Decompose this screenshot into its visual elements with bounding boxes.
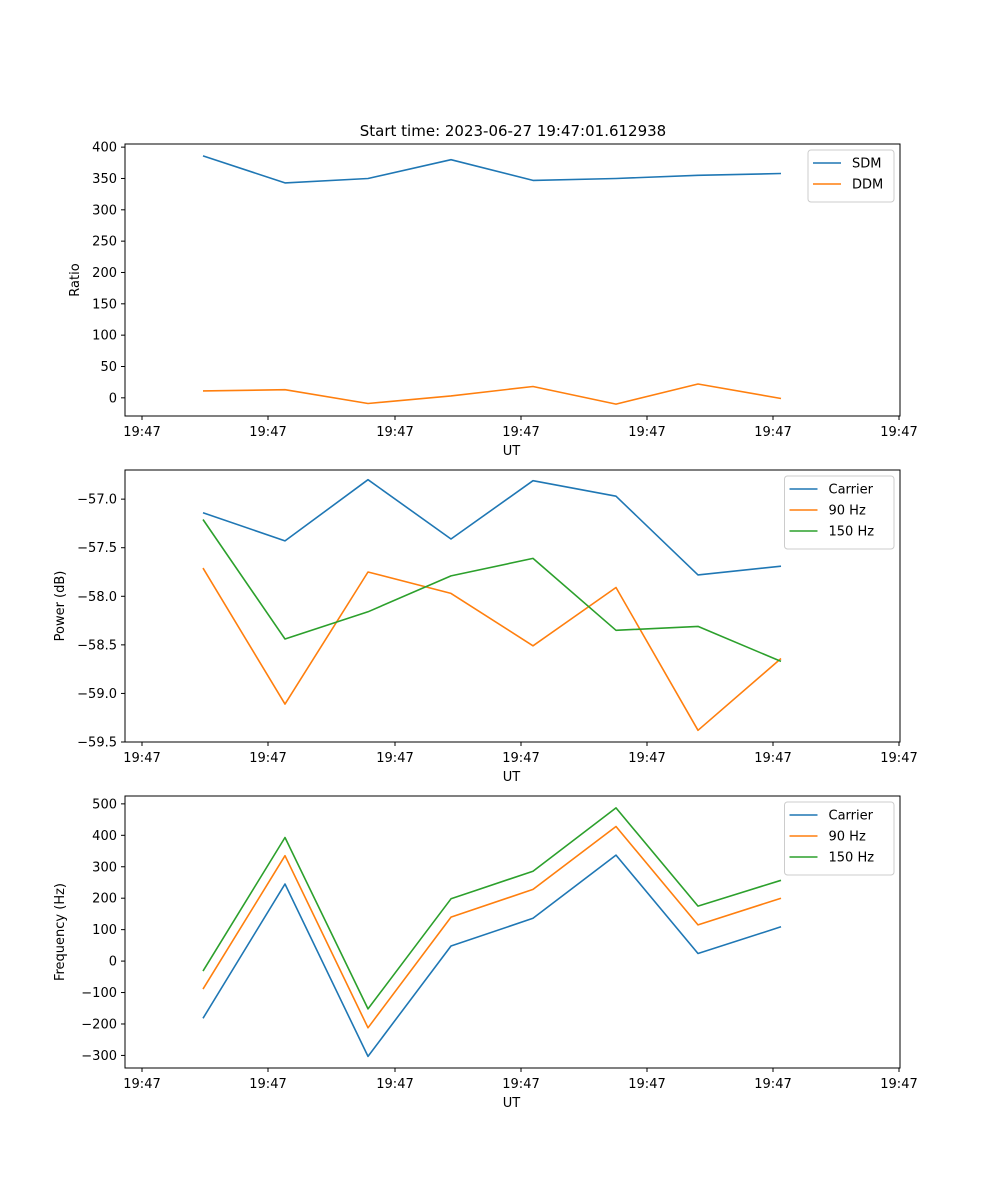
y-axis-label: Power (dB)	[53, 571, 68, 642]
y-tick-label: 350	[92, 172, 117, 187]
axes-frame	[124, 143, 901, 417]
y-tick-label: 150	[92, 297, 117, 312]
y-tick-label: 200	[92, 892, 117, 907]
y-tick-label: 250	[92, 235, 117, 250]
x-axis-label: UT	[503, 444, 521, 459]
y-tick-label: −59.5	[77, 736, 117, 751]
chart-panel-2: 19:47 19:47 19:47 19:47 19:47 19:47 19:47 −59.5…	[53, 469, 918, 785]
legend: Carrier 90 Hz 150 Hz	[784, 801, 895, 876]
series-line-3-3	[202, 807, 782, 1010]
x-tick-label: 19:47	[754, 425, 791, 440]
series-line-3-2	[202, 825, 782, 1029]
x-tick-label: 19:47	[628, 425, 665, 440]
y-tick-label: −300	[81, 1049, 117, 1064]
x-tick-label: 19:47	[502, 751, 539, 766]
x-tick-label: 19:47	[123, 425, 160, 440]
series-line-1-1	[202, 155, 782, 184]
y-tick-label: 400	[92, 141, 117, 156]
x-tick-label: 19:47	[628, 751, 665, 766]
charts: 19:47 19:47 19:47 19:47 19:47 19:47 19:47 0 50 10…	[53, 141, 918, 1111]
x-tick-label: 19:47	[376, 751, 413, 766]
legend-label: SDM	[852, 157, 881, 172]
x-tick-label: 19:47	[754, 1077, 791, 1092]
y-tick-label: 0	[109, 955, 117, 970]
axes-frame	[124, 795, 901, 1069]
y-axis-label: Ratio	[68, 263, 83, 296]
chart-panel-3: 19:47 19:47 19:47 19:47 19:47 19:47 19:47 −300 −…	[53, 795, 918, 1111]
y-tick-label: 100	[92, 923, 117, 938]
legend: SDM DDM	[807, 149, 895, 203]
figure-title: Start time: 2023-06-27 19:47:01.612938	[360, 122, 666, 140]
legend: Carrier 90 Hz 150 Hz	[784, 475, 895, 550]
x-tick-label: 19:47	[123, 751, 160, 766]
y-tick-label: 50	[100, 360, 117, 375]
y-tick-label: −59.0	[77, 687, 117, 702]
legend-label: 90 Hz	[829, 504, 866, 519]
chart-panel-1: 19:47 19:47 19:47 19:47 19:47 19:47 19:47 0 50 10…	[68, 141, 918, 459]
x-axis-label: UT	[503, 1096, 521, 1111]
legend-label: 90 Hz	[829, 830, 866, 845]
x-tick-label: 19:47	[754, 751, 791, 766]
series-line-2-3	[202, 519, 782, 663]
x-tick-label: 19:47	[376, 425, 413, 440]
y-tick-label: −58.5	[77, 638, 117, 653]
y-tick-label: 100	[92, 329, 117, 344]
y-tick-label: 400	[92, 829, 117, 844]
x-tick-label: 19:47	[628, 1077, 665, 1092]
series-line-2-2	[202, 567, 782, 732]
y-axis-label: Frequency (Hz)	[53, 883, 68, 981]
x-tick-label: 19:47	[249, 1077, 286, 1092]
x-tick-label: 19:47	[880, 751, 917, 766]
series-line-2-1	[202, 478, 782, 576]
legend-label: Carrier	[829, 809, 874, 824]
y-tick-label: −57.5	[77, 541, 117, 556]
y-tick-label: 200	[92, 266, 117, 281]
x-tick-label: 19:47	[502, 1077, 539, 1092]
x-tick-label: 19:47	[502, 425, 539, 440]
y-tick-label: 300	[92, 203, 117, 218]
axes-frame	[124, 469, 901, 743]
y-tick-label: −200	[81, 1017, 117, 1032]
y-tick-label: −57.0	[77, 493, 117, 508]
x-tick-label: 19:47	[249, 751, 286, 766]
x-tick-label: 19:47	[249, 425, 286, 440]
y-tick-label: 300	[92, 860, 117, 875]
y-tick-label: −58.0	[77, 590, 117, 605]
x-tick-label: 19:47	[123, 1077, 160, 1092]
y-tick-label: 0	[109, 391, 117, 406]
y-tick-label: 500	[92, 797, 117, 812]
x-axis-label: UT	[503, 770, 521, 785]
x-tick-label: 19:47	[880, 425, 917, 440]
x-tick-label: 19:47	[376, 1077, 413, 1092]
legend-label: Carrier	[829, 483, 874, 498]
legend-label: DDM	[852, 178, 883, 193]
legend-label: 150 Hz	[829, 525, 875, 540]
series-line-1-2	[202, 383, 782, 405]
x-tick-label: 19:47	[880, 1077, 917, 1092]
y-tick-label: −100	[81, 986, 117, 1001]
series-line-3-1	[202, 854, 782, 1058]
legend-label: 150 Hz	[829, 851, 875, 866]
